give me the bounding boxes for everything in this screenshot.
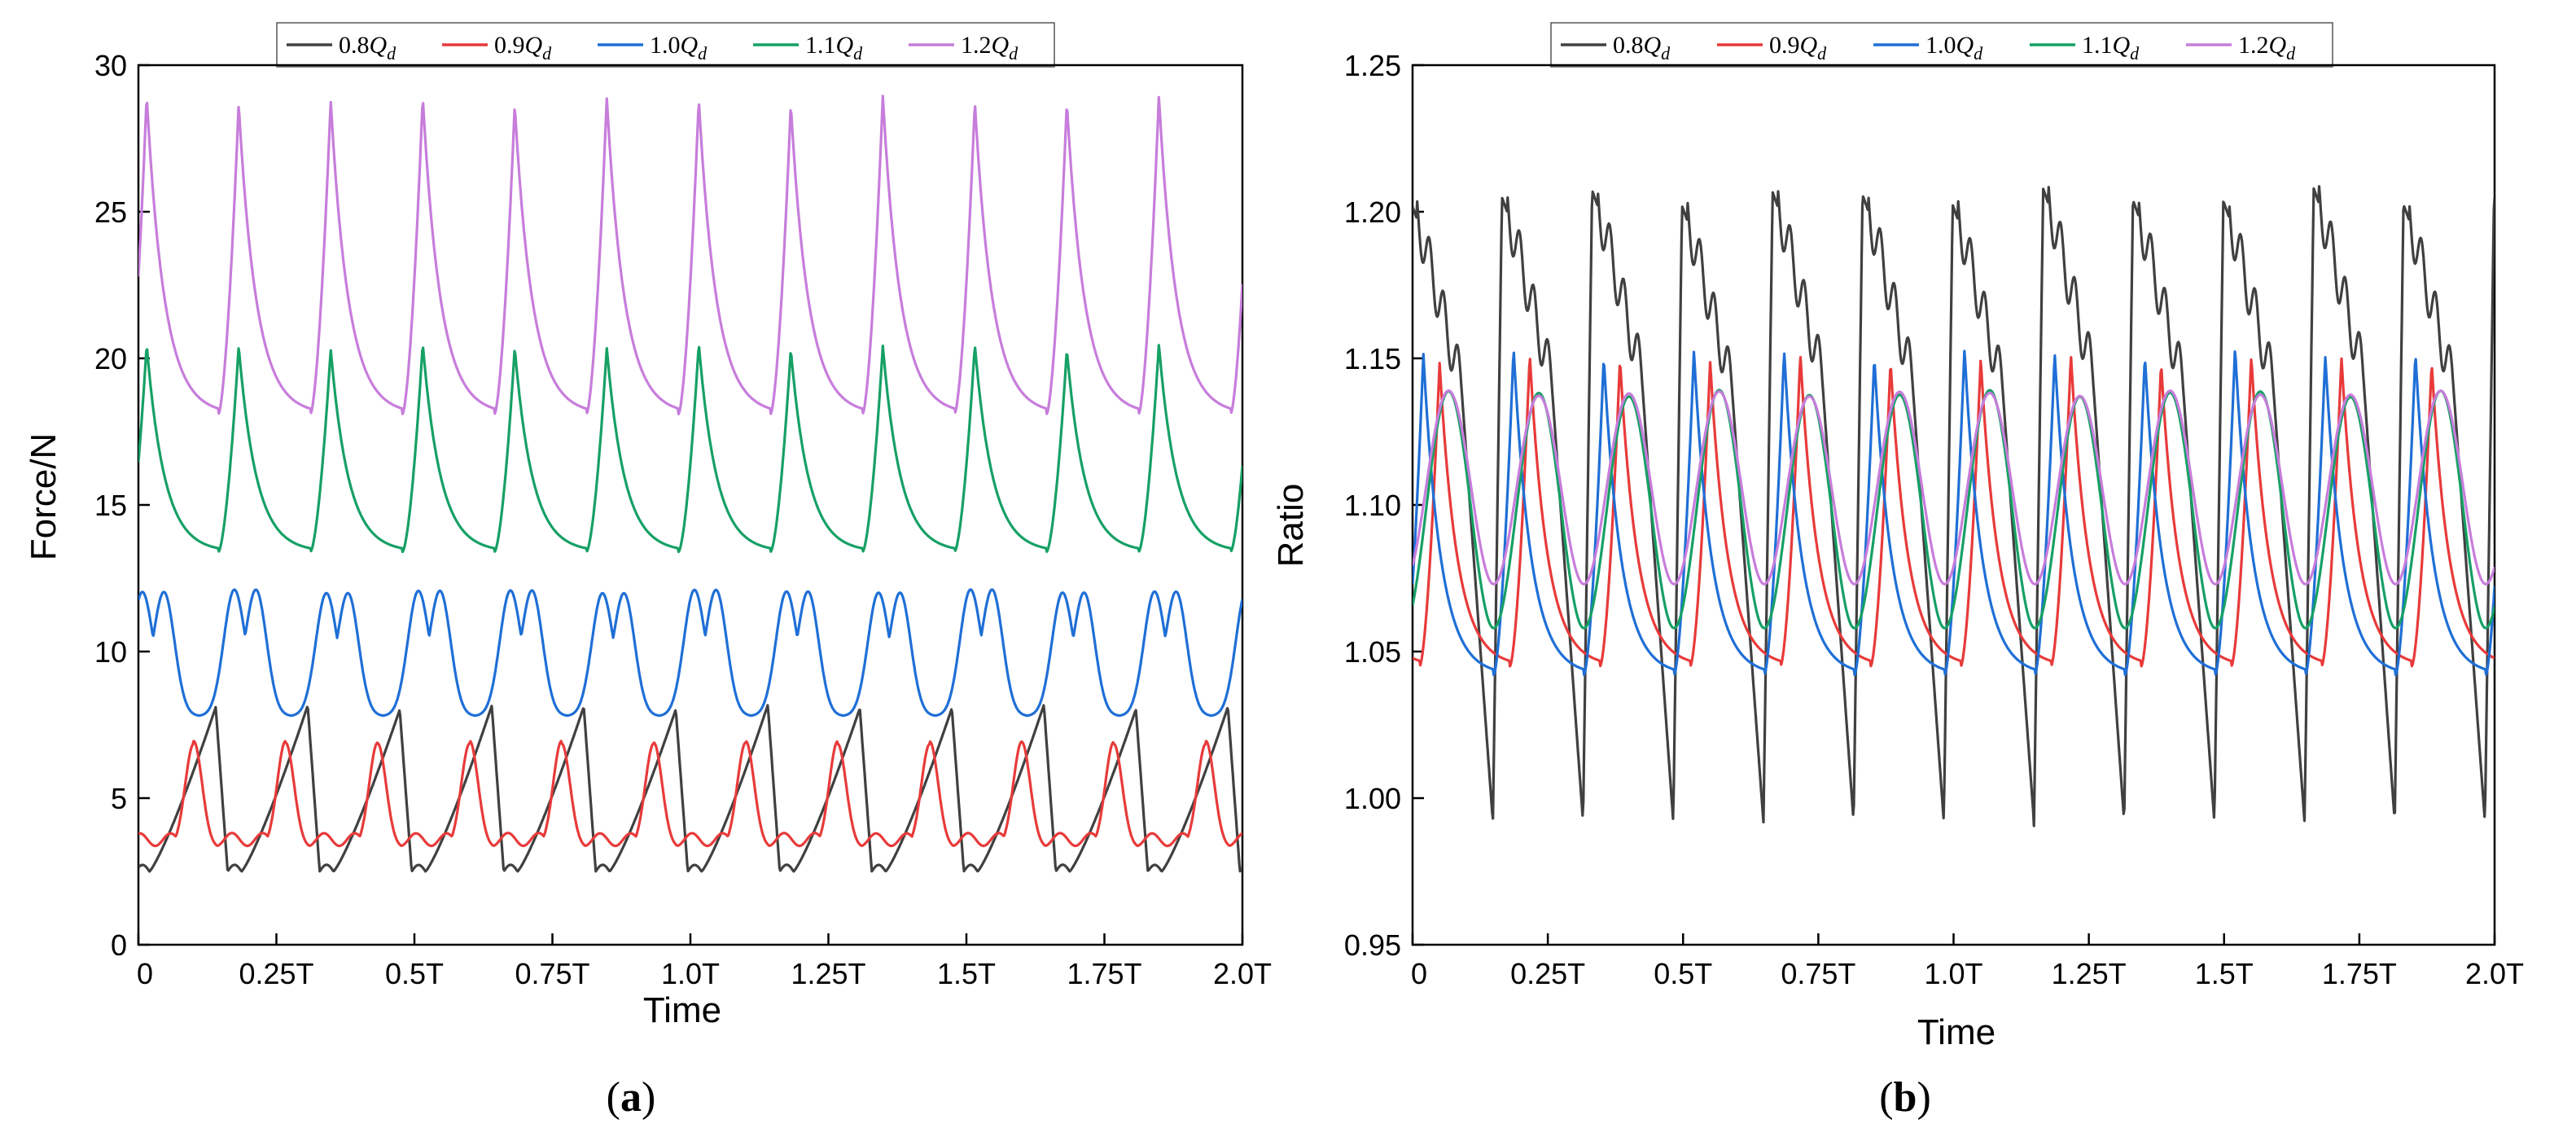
y-axis-title-b: Ratio [1271, 484, 1311, 568]
x-tick-label: 1.75T [2322, 957, 2397, 990]
y-tick-label: 1.20 [1344, 195, 1401, 229]
x-tick-label: 0.25T [239, 957, 313, 990]
y-tick-label: 5 [111, 782, 127, 815]
legend-label: 1.2Qd [961, 32, 1019, 64]
series-line-1-1q [138, 344, 1242, 554]
y-tick-label: 1.05 [1344, 635, 1401, 669]
x-tick-label: 0.25T [1510, 957, 1585, 990]
plot-area-a: 0 5 10 15 20 25 30 0 0.25T 0.5T 0.75T 1.0T 1.25T 1.5T… [94, 49, 1272, 990]
x-tick-label: 2.0T [2465, 957, 2524, 990]
axes-frame [1411, 64, 2496, 946]
x-tick-label: 0.75T [1781, 957, 1855, 990]
x-tick-label: 1.75T [1067, 957, 1141, 990]
legend-label: 1.1Qd [2082, 32, 2140, 64]
x-tick-label: 1.0T [661, 957, 720, 990]
legend-a: 0.8Qd 0.9Qd 1.0Qd 1.1Qd 1.2Qd [276, 22, 1055, 68]
y-tick-label: 30 [94, 49, 127, 82]
x-tick-label: 0 [137, 957, 153, 990]
legend-label: 1.0Qd [650, 32, 708, 64]
legend-label: 1.2Qd [2238, 32, 2296, 64]
legend-label: 1.0Qd [1925, 32, 1983, 64]
x-axis-title-a: Time [643, 990, 721, 1030]
y-tick-label: 0.95 [1344, 928, 1401, 962]
x-tick-label: 0.5T [385, 957, 444, 990]
legend-b: 0.8Qd 0.9Qd 1.0Qd 1.1Qd 1.2Qd [1550, 22, 2333, 68]
series-line-0-9q [138, 739, 1242, 848]
series-line-1-0q [138, 588, 1242, 718]
axes-frame [137, 64, 1244, 946]
series-line-1-2q [138, 94, 1242, 415]
series-line-0-8q [138, 704, 1242, 873]
y-tick-label: 15 [94, 489, 127, 522]
caption-b: (b) [1879, 1074, 1931, 1121]
caption-a: (a) [607, 1074, 656, 1121]
legend-label: 0.8Qd [1613, 32, 1671, 64]
series-line-1-1q [1413, 388, 2495, 630]
x-tick-label: 0.5T [1654, 957, 1712, 990]
legend-label: 0.9Qd [494, 32, 552, 64]
x-tick-label: 1.25T [2052, 957, 2127, 990]
y-tick-label: 10 [94, 635, 127, 669]
x-tick-label: 0 [1411, 957, 1427, 990]
series-line-0-8q [1413, 185, 2495, 827]
x-tick-label: 0.75T [515, 957, 589, 990]
x-tick-label: 2.0T [1213, 957, 1272, 990]
y-tick-label: 0 [111, 928, 127, 962]
x-tick-label: 1.5T [2195, 957, 2254, 990]
series-line-1-0q [1413, 349, 2495, 677]
y-axis-title-a: Force/N [24, 433, 64, 560]
y-tick-label: 25 [94, 195, 127, 229]
series-line-0-9q [1413, 356, 2495, 668]
y-tick-label: 1.25 [1344, 49, 1401, 82]
x-tick-label: 1.5T [937, 957, 996, 990]
panel-a: 0.8Qd 0.9Qd 1.0Qd 1.1Qd 1.2Qd Force/N 0 5 10 15… [24, 22, 1272, 1121]
legend-label: 0.8Qd [339, 32, 396, 64]
x-tick-label: 1.25T [791, 957, 865, 990]
x-axis-title-b: Time [1917, 1012, 1996, 1052]
y-tick-label: 20 [94, 342, 127, 375]
y-tick-label: 1.10 [1344, 489, 1401, 522]
y-tick-label: 1.00 [1344, 782, 1401, 815]
legend-label: 0.9Qd [1769, 32, 1827, 64]
y-tick-label: 1.15 [1344, 342, 1401, 375]
x-tick-label: 1.0T [1924, 957, 1982, 990]
plot-area-b: 0.95 1.00 1.05 1.10 1.15 1.20 1.25 0 0.25T 0.5T 0.… [1344, 49, 2524, 990]
panel-b: 0.8Qd 0.9Qd 1.0Qd 1.1Qd 1.2Qd Ratio 0.95 1.00… [1271, 22, 2524, 1121]
legend-label: 1.1Qd [805, 32, 863, 64]
series-line-1-2q [1413, 389, 2495, 586]
